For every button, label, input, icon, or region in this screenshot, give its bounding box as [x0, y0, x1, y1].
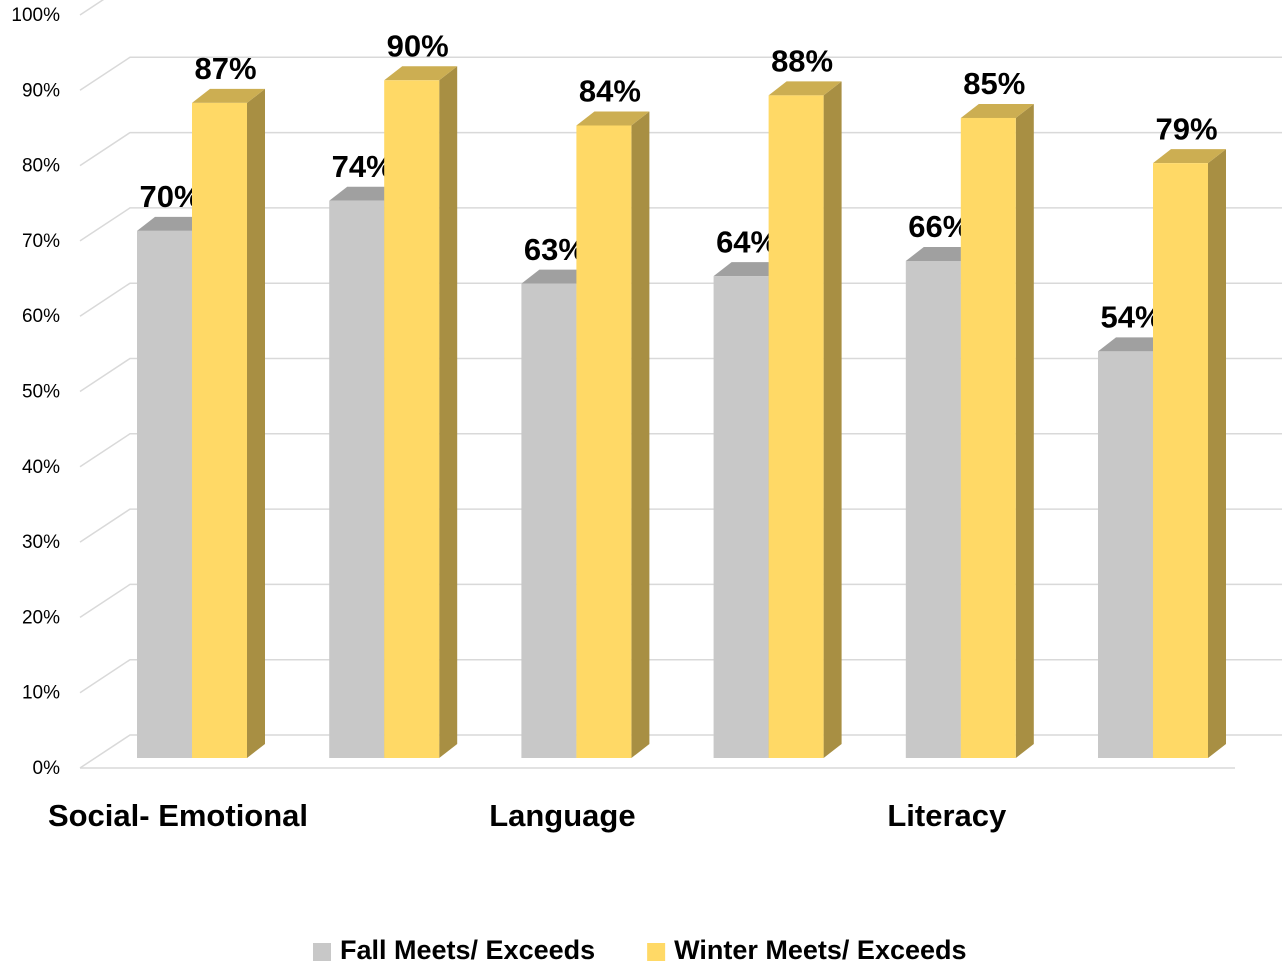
bar [521, 283, 577, 758]
y-tick-label: 80% [22, 156, 60, 177]
bar-side [1208, 149, 1226, 758]
bar [384, 80, 440, 759]
y-tick-label: 0% [33, 758, 61, 779]
grid-line [79, 734, 1282, 769]
bar-top [713, 262, 787, 277]
x-tick-label: Social- Emotional [48, 798, 308, 833]
value-label: 64% [716, 224, 778, 259]
bar-side [631, 111, 650, 759]
bar-top [905, 247, 979, 262]
y-tick-label: 90% [22, 80, 60, 101]
bar-side [823, 81, 842, 759]
legend-swatch [313, 943, 331, 961]
bar-side [1015, 103, 1034, 758]
bar-top [329, 186, 403, 201]
bar-top [521, 269, 595, 284]
bar [960, 117, 1016, 758]
value-label: 90% [387, 28, 449, 63]
bar [137, 230, 192, 758]
bar [1153, 163, 1208, 758]
value-label: 70% [139, 179, 201, 214]
value-label: 88% [771, 44, 833, 79]
grid-line [79, 0, 105, 16]
bar-top [1098, 337, 1171, 352]
y-tick-label: 30% [22, 532, 60, 553]
bar-top [384, 66, 458, 81]
y-tick-label: 70% [22, 231, 60, 252]
bar [768, 95, 824, 759]
bar-top [960, 103, 1034, 118]
value-label: 66% [908, 209, 970, 244]
y-tick-label: 40% [22, 457, 60, 478]
x-tick-label: Language [489, 798, 635, 833]
bar-top [768, 81, 842, 96]
bar [576, 125, 632, 759]
grid-line [79, 433, 1282, 468]
bar-top [192, 88, 265, 103]
y-tick-label: 10% [22, 683, 60, 704]
value-label: 63% [524, 232, 586, 267]
grid-line [79, 508, 1282, 543]
bar [192, 102, 247, 758]
value-label: 54% [1100, 300, 1162, 335]
bar-side [247, 88, 265, 758]
value-label: 84% [579, 74, 641, 109]
bar-top [137, 216, 210, 231]
grid-line [79, 583, 1282, 619]
bar-top [576, 111, 650, 126]
legend-swatch [647, 943, 666, 961]
y-tick-label: 60% [22, 306, 60, 327]
bar [713, 276, 769, 758]
grid-line [79, 131, 1282, 167]
bar [329, 200, 385, 758]
bar [905, 261, 961, 758]
value-label: 85% [963, 66, 1025, 101]
bar-side [439, 66, 458, 759]
grid-line [79, 56, 1282, 91]
y-tick-label: 100% [11, 5, 60, 26]
grid-line [79, 207, 1282, 242]
bar-top [1153, 149, 1226, 164]
value-label: 79% [1155, 111, 1217, 146]
grid-line [79, 282, 1282, 317]
y-tick-label: 50% [22, 382, 60, 403]
x-tick-label: Literacy [887, 798, 1007, 833]
value-label: 87% [194, 51, 256, 86]
value-label: 74% [332, 149, 394, 184]
bar [1098, 351, 1153, 758]
legend-label: Winter Meets/ Exceeds [674, 935, 966, 965]
legend-label: Fall Meets/ Exceeds [340, 935, 595, 965]
grid-line [79, 658, 1282, 694]
y-tick-label: 20% [22, 607, 60, 628]
grid-line [79, 357, 1282, 393]
